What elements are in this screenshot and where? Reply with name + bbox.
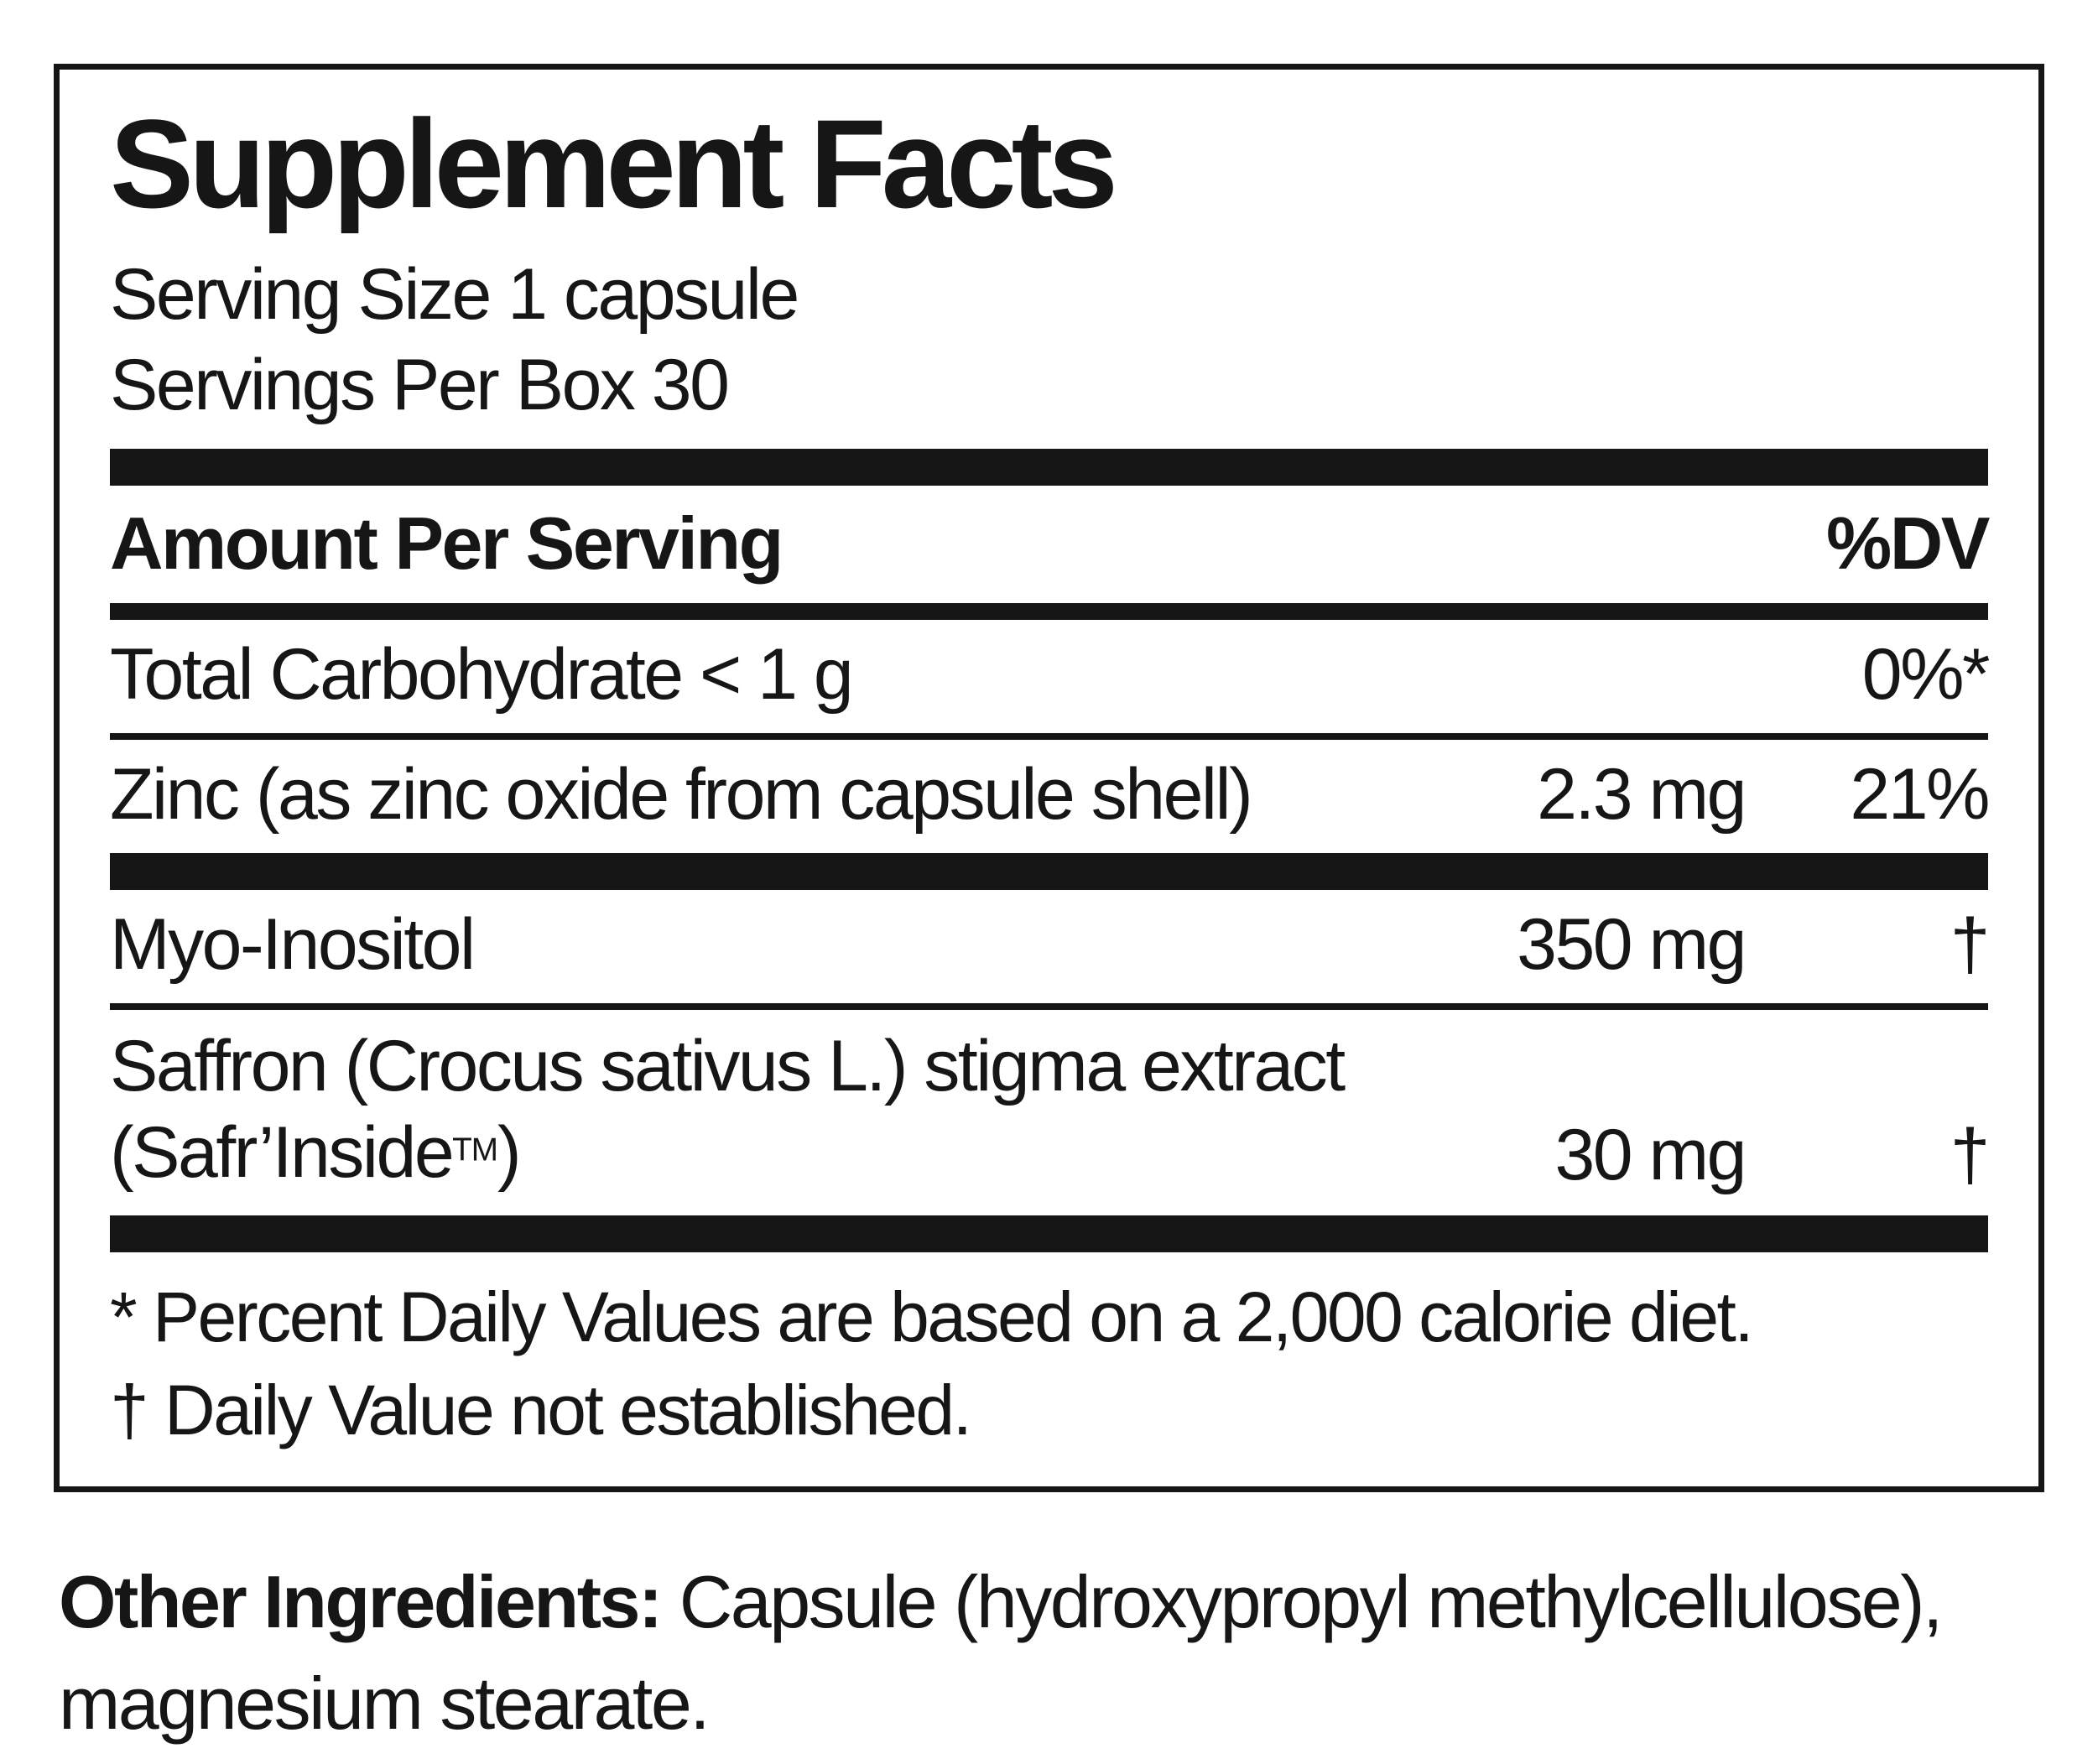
rule-thin-1	[110, 733, 1988, 741]
nutrient-amount: 2.3 mg	[1537, 754, 1747, 835]
divider-thick-top	[110, 449, 1988, 487]
nutrient-name: Myo-Inositol	[110, 904, 476, 986]
saffron-brand-close: )	[497, 1112, 522, 1194]
nutrient-amount: 350 mg	[1517, 904, 1747, 986]
footnote-daily-value-not-established: † Daily Value not established.	[110, 1371, 972, 1450]
other-ingredients-line-2: magnesium stearate.	[59, 1662, 711, 1746]
supplement-facts-panel: Supplement Facts Serving Size 1 capsule …	[54, 64, 2044, 1493]
divider-thick-middle	[110, 853, 1988, 891]
panel-title: Supplement Facts	[110, 93, 1118, 234]
trademark-superscript: TM	[452, 1132, 498, 1169]
other-ingredients-label: Other Ingredients:	[59, 1560, 663, 1644]
nutrient-dv: †	[1950, 904, 1991, 986]
supplement-label: Supplement Facts Serving Size 1 capsule …	[0, 64, 2098, 1764]
saffron-name-line-1: Saffron (Crocus sativus L.) stigma extra…	[110, 1026, 1346, 1107]
column-header-percent-dv: %DV	[1826, 502, 1991, 585]
nutrient-name: Saffron (Crocus sativus L.) stigma extra…	[110, 1023, 1468, 1196]
table-row-zinc: Zinc (as zinc oxide from capsule shell) …	[110, 740, 1991, 853]
nutrient-amount: 30 mg	[1554, 1114, 1747, 1195]
saffron-brand-open: (Safr’Inside	[110, 1112, 455, 1194]
nutrient-dv: 0%*	[1861, 634, 1991, 715]
table-header-row: Amount Per Serving %DV	[110, 486, 1991, 603]
rule-thin-2	[110, 1003, 1988, 1011]
divider-medium-under-header	[110, 603, 1988, 621]
table-row-saffron: Saffron (Crocus sativus L.) stigma extra…	[110, 1010, 1991, 1215]
other-ingredients-section: Other Ingredients: Capsule (hydroxypropy…	[59, 1551, 2048, 1755]
saffron-name-line-2: (Safr’InsideTM)	[110, 1110, 1468, 1196]
table-row-total-carbohydrate: Total Carbohydrate < 1 g 0%*	[110, 620, 1991, 733]
column-header-amount-per-serving: Amount Per Serving	[110, 502, 783, 585]
other-ingredients-text: Capsule (hydroxypropyl methylcellulose),	[679, 1560, 1944, 1644]
table-row-myo-inositol: Myo-Inositol 350 mg †	[110, 890, 1991, 1003]
nutrient-name: Total Carbohydrate < 1 g	[110, 634, 854, 715]
nutrient-name: Zinc (as zinc oxide from capsule shell)	[110, 754, 1253, 835]
nutrient-dv: †	[1950, 1114, 1991, 1195]
nutrient-dv: 21%	[1850, 754, 1990, 835]
footnotes: * Percent Daily Values are based on a 2,…	[110, 1271, 1988, 1458]
divider-thick-bottom	[110, 1215, 1988, 1252]
servings-per-box-text: Servings Per Box 30	[110, 344, 730, 425]
serving-size-text: Serving Size 1 capsule	[110, 253, 799, 335]
footnote-percent-daily-values: * Percent Daily Values are based on a 2,…	[110, 1277, 1754, 1356]
other-ingredients-line-1: Other Ingredients: Capsule (hydroxypropy…	[59, 1551, 2048, 1652]
